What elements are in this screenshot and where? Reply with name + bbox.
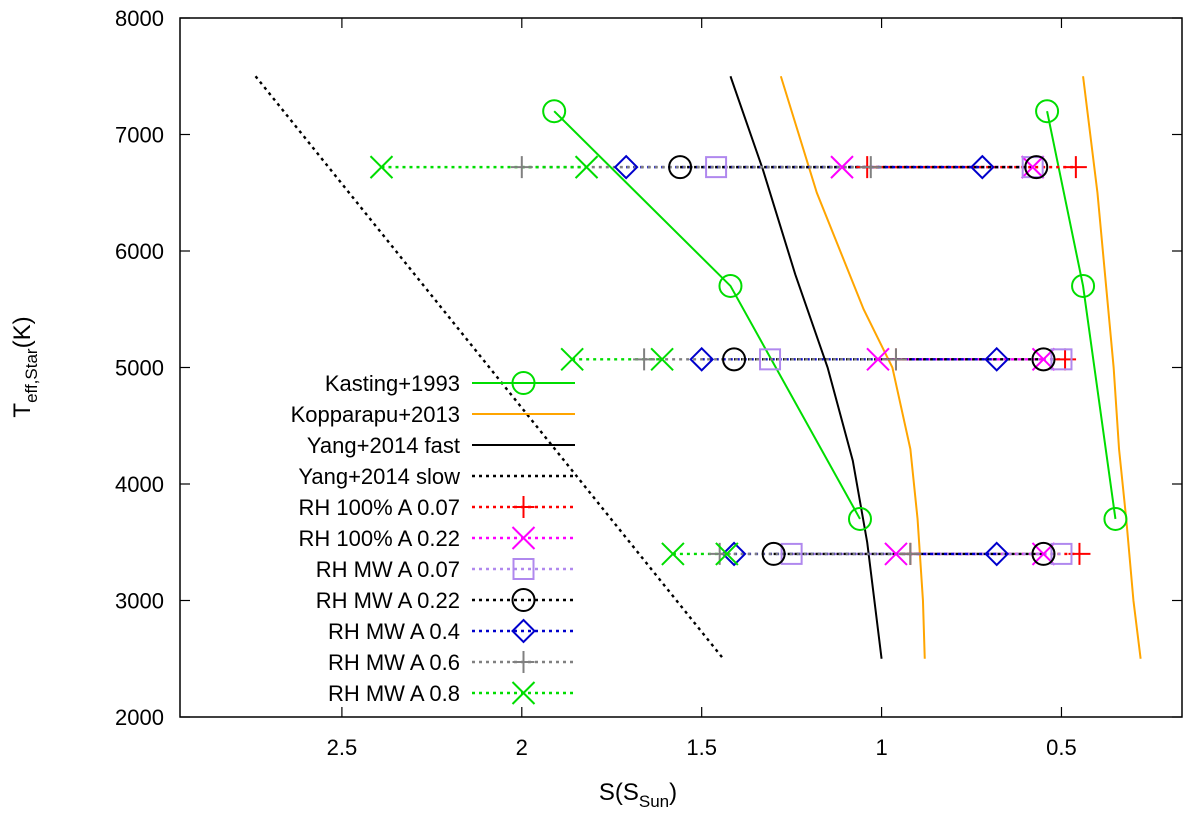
data-point-rh-mw-a-0-8	[661, 542, 685, 566]
y-tick-label: 2000	[115, 705, 164, 730]
data-point-rh-mw-a-0-4	[613, 154, 639, 180]
data-point-kasting-1993	[1071, 273, 1096, 298]
data-point-rh-mw-a-0-07	[1050, 542, 1073, 565]
data-point-rh-mw-a-0-22	[1031, 347, 1056, 372]
legend-label-rh-mw-a-0-4: RH MW A 0.4	[328, 619, 460, 644]
legend-marker-rh-mw-a-0-8	[511, 681, 536, 705]
data-point-rh-mw-a-0-22	[668, 155, 693, 180]
data-point-rh-mw-a-0-07	[759, 348, 782, 371]
data-point-rh-mw-a-0-4	[984, 346, 1010, 372]
data-point-rh-mw-a-0-4	[984, 541, 1010, 567]
legend-label-yang-2014-slow: Yang+2014 slow	[298, 464, 460, 489]
legend-marker-rh-mw-a-0-4	[511, 618, 536, 644]
data-point-rh-100-a-0-22	[884, 542, 908, 566]
legend-label-yang-2014-fast: Yang+2014 fast	[307, 433, 460, 458]
legend-label-rh-mw-a-0-6: RH MW A 0.6	[328, 650, 460, 675]
y-tick-label: 6000	[115, 239, 164, 264]
data-point-rh-100-a-0-22	[830, 155, 854, 179]
legend-marker-rh-mw-a-0-22	[511, 588, 536, 612]
data-point-rh-mw-a-0-07	[705, 156, 728, 179]
data-point-rh-mw-a-0-22	[1024, 155, 1049, 180]
legend-label-rh-mw-a-0-22: RH MW A 0.22	[316, 588, 460, 613]
series-line-kasting-1993	[553, 110, 861, 520]
data-point-rh-mw-a-0-8	[650, 347, 674, 372]
y-tick-label: 3000	[115, 589, 164, 614]
data-point-rh-mw-a-0-07	[780, 542, 803, 565]
legend-marker-rh-100-a-0-22	[511, 526, 536, 550]
data-point-rh-mw-a-0-22	[722, 347, 747, 372]
legend-label-rh-mw-a-0-8: RH MW A 0.8	[328, 681, 460, 706]
y-tick-label: 8000	[115, 6, 164, 31]
data-point-rh-100-a-0-07	[1054, 348, 1077, 371]
data-point-rh-mw-a-0-07	[1050, 348, 1073, 371]
data-point-rh-mw-a-0-4	[969, 154, 995, 180]
data-point-rh-mw-a-0-8	[560, 347, 584, 372]
series-line-yang-2014-fast	[729, 75, 883, 659]
data-point-rh-mw-a-0-8	[715, 542, 739, 566]
data-point-rh-mw-a-0-6	[510, 156, 533, 179]
data-point-rh-mw-a-0-8	[369, 155, 394, 179]
data-point-rh-100-a-0-22	[866, 347, 890, 372]
data-point-rh-mw-a-0-4	[689, 346, 715, 372]
data-point-rh-mw-a-0-6	[899, 542, 922, 565]
data-point-rh-mw-a-0-6	[633, 348, 656, 371]
x-tick-label: 1.5	[686, 735, 717, 760]
data-point-rh-100-a-0-22	[1020, 155, 1045, 179]
data-point-kasting-1993	[718, 273, 743, 298]
legend-label-rh-100-a-0-07: RH 100% A 0.07	[299, 495, 460, 520]
data-point-rh-mw-a-0-6	[884, 348, 907, 371]
legend-label-kasting-1993: Kasting+1993	[325, 371, 460, 396]
data-point-rh-mw-a-0-8	[574, 155, 599, 179]
y-axis-title: Teff,Star(K)	[9, 316, 41, 417]
data-point-kasting-1993	[1035, 99, 1060, 124]
x-tick-label: 2.5	[327, 735, 358, 760]
series-line-kasting-1993	[1046, 110, 1117, 520]
data-point-kasting-1993	[1103, 506, 1128, 531]
data-point-rh-mw-a-0-22	[761, 541, 786, 566]
x-axis-title: S(SSun)	[599, 779, 677, 811]
legend-label-rh-mw-a-0-07: RH MW A 0.07	[316, 557, 460, 582]
legend-label-kopparapu-2013: Kopparapu+2013	[291, 402, 460, 427]
y-tick-label: 7000	[115, 123, 164, 148]
legend-label-rh-100-a-0-22: RH 100% A 0.22	[299, 526, 460, 551]
data-point-rh-mw-a-0-6	[859, 156, 882, 179]
x-tick-label: 2	[516, 735, 528, 760]
x-tick-label: 0.5	[1046, 735, 1077, 760]
data-point-kasting-1993	[542, 99, 567, 124]
legend-marker-rh-100-a-0-07	[512, 496, 535, 518]
data-point-rh-mw-a-0-4	[721, 541, 747, 567]
series-line-yang-2014-slow	[254, 75, 725, 660]
legend-marker-rh-mw-a-0-07	[512, 558, 535, 580]
series-line-kopparapu-2013	[779, 75, 926, 659]
series-line-kopparapu-2013	[1082, 76, 1142, 659]
data-point-kasting-1993	[847, 506, 872, 531]
y-tick-label: 5000	[115, 356, 164, 381]
x-tick-label: 1	[875, 735, 887, 760]
legend-marker-kasting-1993	[511, 371, 536, 395]
legend-marker-rh-mw-a-0-6	[512, 651, 535, 673]
y-tick-label: 4000	[115, 472, 164, 497]
data-point-rh-100-a-0-07	[1064, 156, 1087, 179]
data-point-rh-mw-a-0-22	[1031, 541, 1056, 566]
